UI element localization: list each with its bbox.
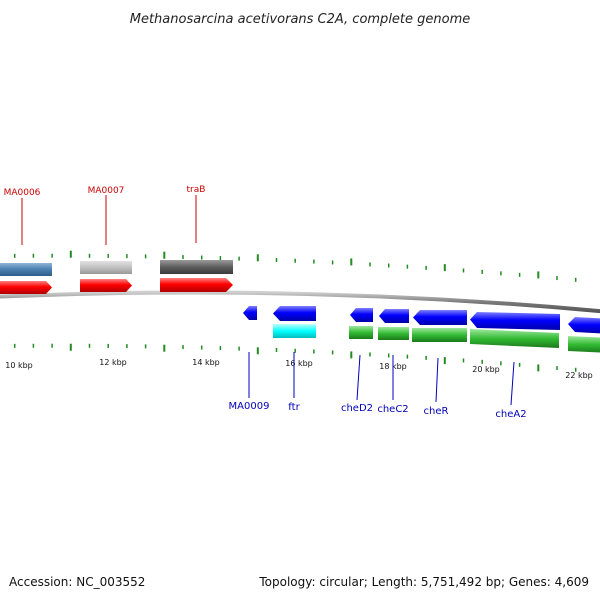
tick-marks-upper xyxy=(13,250,577,282)
gene-label-cheC2[interactable]: cheC2 xyxy=(377,404,408,415)
feature-block xyxy=(160,260,233,274)
feature-block xyxy=(568,336,600,353)
feature-block xyxy=(80,261,132,274)
gene-arrow-cheD2[interactable] xyxy=(350,308,373,322)
reverse-cds-track xyxy=(243,306,600,334)
leader-line xyxy=(510,361,515,406)
gene-arrow-ftr[interactable] xyxy=(273,306,316,321)
topology-text: Topology: circular; Length: 5,751,492 bp… xyxy=(258,575,589,589)
outer-feature-track xyxy=(0,260,233,276)
gene-arrow-traB[interactable] xyxy=(160,278,233,292)
gene-arrow-cheR[interactable] xyxy=(413,310,467,325)
scale-label: 20 kbp xyxy=(472,365,500,374)
gene-arrow-cheC2[interactable] xyxy=(379,309,409,323)
leader-line xyxy=(435,357,439,403)
scale-label: 14 kbp xyxy=(192,358,220,367)
scale-labels: 10 kbp 12 kbp 14 kbp 16 kbp 18 kbp 20 kb… xyxy=(5,358,593,380)
gene-label-MA0009[interactable]: MA0009 xyxy=(229,401,270,412)
gene-label-cheD2[interactable]: cheD2 xyxy=(341,403,373,414)
gene-label-MA0006[interactable]: MA0006 xyxy=(4,188,41,198)
gene-label-cheR[interactable]: cheR xyxy=(424,406,449,417)
gene-label-cheA2[interactable]: cheA2 xyxy=(495,409,526,420)
reverse-feature-track xyxy=(273,324,600,353)
feature-block xyxy=(412,328,467,342)
scale-label: 16 kbp xyxy=(285,359,313,368)
gene-arrow-MA0006[interactable] xyxy=(0,281,52,294)
gene-label-MA0007[interactable]: MA0007 xyxy=(88,186,125,196)
scale-label: 22 kbp xyxy=(565,371,593,380)
scale-label: 10 kbp xyxy=(5,361,33,370)
feature-block xyxy=(470,329,559,348)
tick-marks-lower xyxy=(13,343,577,372)
gene-label-traB[interactable]: traB xyxy=(187,185,206,195)
feature-block xyxy=(0,263,52,276)
reverse-gene-labels: MA0009 ftr cheD2 cheC2 cheR cheA2 xyxy=(229,352,527,420)
forward-gene-labels: MA0006 MA0007 traB xyxy=(4,185,206,245)
gene-arrow[interactable] xyxy=(568,317,600,334)
map-title: Methanosarcina acetivorans C2A, complete… xyxy=(130,12,471,27)
accession-text: Accession: NC_003552 xyxy=(9,575,145,589)
gene-arrow-cheA2[interactable] xyxy=(470,312,560,330)
feature-block xyxy=(378,327,409,340)
forward-cds-track xyxy=(0,278,233,294)
gene-label-ftr[interactable]: ftr xyxy=(288,402,300,413)
gene-arrow-MA0009[interactable] xyxy=(243,306,257,320)
rna-feature xyxy=(273,324,316,338)
genome-backbone xyxy=(0,290,600,314)
gene-arrow-MA0007[interactable] xyxy=(80,279,132,292)
feature-block xyxy=(349,326,373,339)
scale-label: 12 kbp xyxy=(99,358,127,367)
leader-line xyxy=(356,354,361,401)
